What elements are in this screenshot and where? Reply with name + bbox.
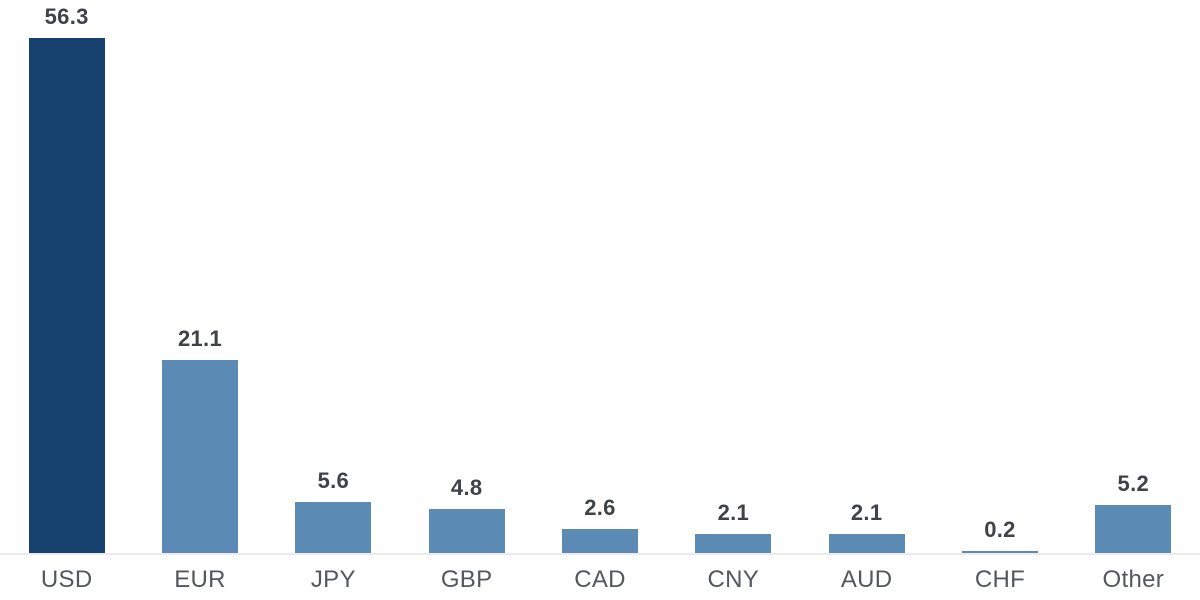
bar-column-eur: 21.1 [133, 0, 266, 553]
x-axis-labels: USD EUR JPY GBP CAD CNY AUD CHF Other [0, 555, 1200, 600]
bar-jpy[interactable] [295, 502, 372, 553]
x-axis-label-aud: AUD [840, 566, 893, 593]
bar-column-gbp: 4.8 [400, 0, 533, 553]
x-axis-label-jpy: JPY [310, 566, 356, 593]
bar-cny[interactable] [695, 534, 772, 553]
bar-column-usd: 56.3 [0, 0, 133, 553]
bar-value-label-chf: 0.2 [984, 517, 1016, 542]
plot-area: 56.3 21.1 5.6 4.8 2.6 2.1 2.1 0.2 5.2 [0, 0, 1200, 553]
bar-column-other: 5.2 [1067, 0, 1200, 553]
x-axis-label-gbp: GBP [440, 566, 493, 593]
bar-gbp[interactable] [428, 509, 505, 553]
bar-column-aud: 2.1 [800, 0, 933, 553]
bar-value-label-other: 5.2 [1117, 471, 1150, 496]
x-axis-label-chf: CHF [974, 566, 1026, 593]
x-axis-line [0, 553, 1200, 555]
bar-value-label-jpy: 5.6 [317, 468, 350, 493]
bar-column-cny: 2.1 [667, 0, 800, 553]
bar-column-cad: 2.6 [533, 0, 666, 553]
x-axis-label-other: Other [1102, 566, 1165, 593]
x-axis-label-cad: CAD [574, 566, 626, 593]
bar-value-label-cad: 2.6 [584, 495, 616, 520]
bar-column-chf: 0.2 [933, 0, 1066, 553]
bar-value-label-cny: 2.1 [717, 500, 750, 525]
x-axis-label-eur: EUR [174, 566, 226, 593]
bar-value-label-aud: 2.1 [850, 500, 883, 525]
bar-value-label-eur: 21.1 [177, 326, 222, 351]
bar-chf[interactable] [961, 551, 1038, 553]
bar-eur[interactable] [161, 360, 238, 553]
bar-other[interactable] [1095, 505, 1172, 553]
bar-usd[interactable] [28, 38, 105, 553]
bar-column-jpy: 5.6 [267, 0, 400, 553]
x-axis-label-usd: USD [40, 566, 93, 593]
bar-aud[interactable] [828, 534, 905, 553]
bar-value-label-usd: 56.3 [44, 4, 89, 29]
bar-value-label-gbp: 4.8 [450, 475, 483, 500]
x-axis-label-cny: CNY [707, 566, 760, 593]
bar-cad[interactable] [561, 529, 638, 553]
